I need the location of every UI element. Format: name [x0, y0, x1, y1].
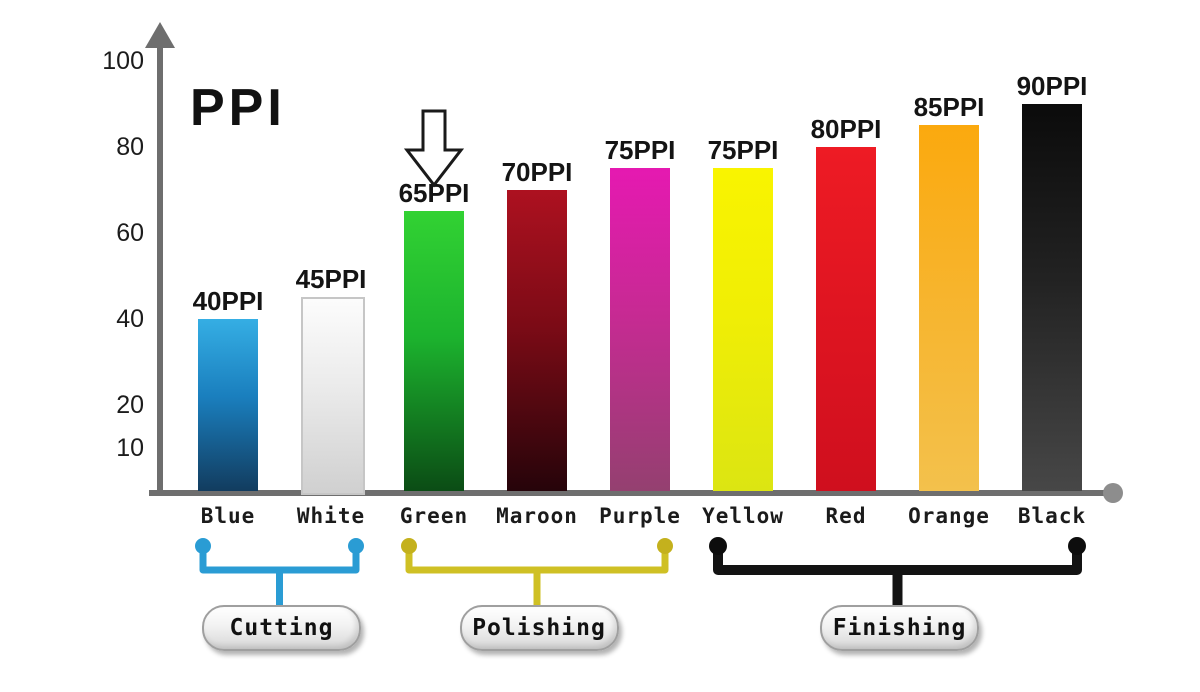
- x-axis-end-dot: [1103, 483, 1123, 503]
- value-label-black: 90PPI: [1016, 71, 1088, 101]
- bar-maroon: [507, 190, 567, 491]
- bar-black: [1022, 104, 1082, 491]
- category-label-red: Red: [825, 504, 867, 528]
- bracket-dot: [1068, 537, 1086, 555]
- bracket-dot: [348, 538, 364, 554]
- category-label-black: Black: [1017, 504, 1087, 528]
- category-label-yellow: Yellow: [702, 504, 784, 528]
- bar-orange: [919, 125, 979, 491]
- group-pill-finishing: Finishing: [820, 605, 979, 651]
- y-tick-10: 10: [116, 434, 144, 462]
- group-bracket-cutting: [195, 538, 364, 606]
- category-label-blue: Blue: [200, 504, 256, 528]
- bar-blue: [198, 319, 258, 491]
- value-label-yellow: 75PPI: [707, 135, 779, 165]
- group-pill-label: Cutting: [229, 615, 334, 641]
- bar-yellow: [713, 168, 773, 491]
- group-bracket-polishing: [401, 538, 673, 606]
- category-label-purple: Purple: [599, 504, 681, 528]
- bracket-dot: [657, 538, 673, 554]
- bar-purple: [610, 168, 670, 491]
- group-pill-cutting: Cutting: [202, 605, 361, 651]
- y-axis-line: [157, 32, 163, 494]
- category-label-green: Green: [399, 504, 469, 528]
- value-label-purple: 75PPI: [604, 135, 676, 165]
- bar-red: [816, 147, 876, 491]
- value-label-red: 80PPI: [810, 114, 882, 144]
- y-tick-20: 20: [116, 391, 144, 419]
- y-axis-arrowhead-icon: [145, 22, 175, 48]
- bar-white: [301, 297, 365, 495]
- category-label-maroon: Maroon: [496, 504, 578, 528]
- bracket-dot: [709, 537, 727, 555]
- group-pill-label: Finishing: [832, 615, 967, 641]
- bar-green: [404, 211, 464, 491]
- y-tick-40: 40: [116, 305, 144, 333]
- group-pill-polishing: Polishing: [459, 605, 619, 651]
- value-label-blue: 40PPI: [192, 286, 264, 316]
- x-axis-line: [149, 490, 1110, 496]
- y-tick-100: 100: [102, 47, 144, 75]
- bracket-dot: [195, 538, 211, 554]
- bracket-dot: [401, 538, 417, 554]
- down-arrow-icon: [404, 109, 464, 188]
- y-tick-80: 80: [116, 133, 144, 161]
- group-pill-label: Polishing: [472, 615, 606, 641]
- group-bracket-finishing: [709, 537, 1086, 606]
- value-label-orange: 85PPI: [913, 92, 985, 122]
- category-label-white: White: [296, 504, 366, 528]
- y-tick-60: 60: [116, 219, 144, 247]
- category-label-orange: Orange: [908, 504, 990, 528]
- value-label-maroon: 70PPI: [501, 157, 573, 187]
- value-label-white: 45PPI: [295, 264, 367, 294]
- chart-title: PPI: [190, 79, 286, 137]
